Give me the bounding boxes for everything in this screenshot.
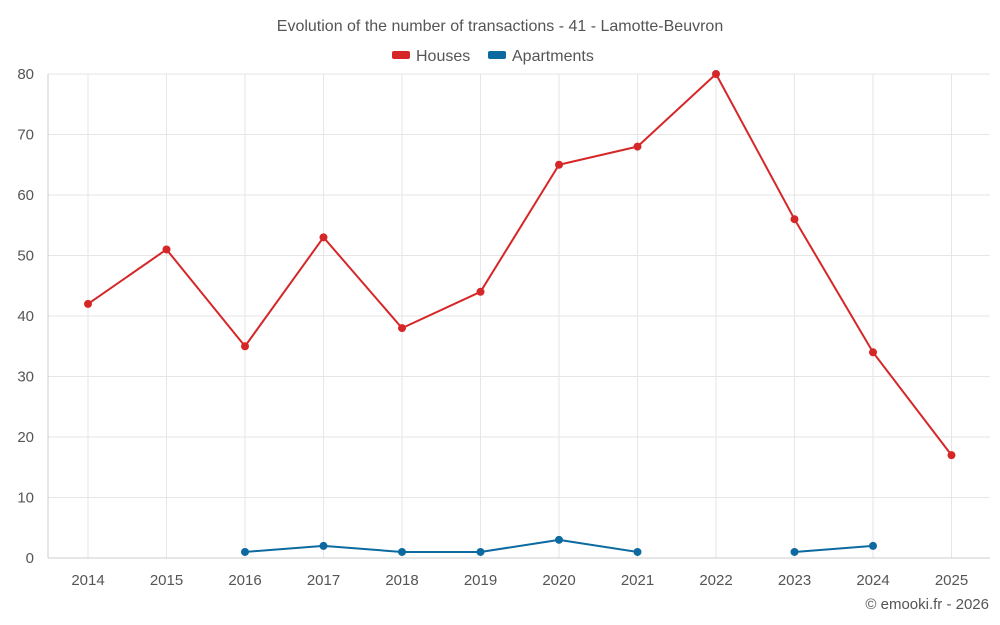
legend-item-houses[interactable]: Houses (392, 48, 470, 65)
point-apartments-2021[interactable] (633, 547, 642, 556)
point-houses-2024[interactable] (869, 348, 877, 357)
grid (48, 73, 990, 558)
series (84, 70, 956, 556)
x-tick-label: 2017 (307, 572, 340, 589)
legend-label-houses: Houses (416, 48, 470, 65)
chart-title: Evolution of the number of transactions … (277, 18, 723, 35)
point-apartments-2019[interactable] (476, 547, 485, 556)
x-tick-label: 2023 (778, 572, 811, 589)
credit-text: © emooki.fr - 2026 (865, 596, 989, 613)
point-apartments-2023[interactable] (790, 547, 799, 556)
x-tick-label: 2016 (228, 572, 261, 589)
series-houses (84, 70, 956, 460)
point-houses-2014[interactable] (84, 299, 92, 308)
x-tick-label: 2021 (621, 572, 654, 589)
y-tick-label: 20 (17, 429, 34, 446)
series-line-apartments (794, 544, 874, 553)
x-tick-label: 2024 (856, 572, 889, 589)
point-houses-2022[interactable] (712, 70, 720, 78)
y-tick-label: 80 (17, 66, 34, 83)
point-houses-2020[interactable] (555, 160, 563, 169)
point-houses-2021[interactable] (633, 142, 642, 151)
point-houses-2015[interactable] (162, 245, 171, 254)
series-line-houses (87, 73, 953, 456)
point-apartments-2017[interactable] (319, 541, 328, 550)
y-tick-label: 10 (17, 490, 34, 507)
point-houses-2025[interactable] (947, 451, 956, 460)
x-tick-label: 2019 (464, 572, 497, 589)
legend-item-apartments[interactable]: Apartments (488, 48, 594, 65)
x-tick-label: 2015 (150, 572, 183, 589)
x-tick-label: 2014 (71, 572, 104, 589)
legend-swatch-houses (392, 51, 410, 59)
point-apartments-2024[interactable] (869, 541, 877, 550)
y-tick-label: 40 (17, 308, 34, 325)
x-tick-label: 2020 (542, 572, 575, 589)
legend: Houses Apartments (392, 48, 594, 65)
legend-swatch-apartments (488, 51, 506, 59)
point-houses-2016[interactable] (241, 342, 249, 351)
legend-label-apartments: Apartments (512, 48, 594, 65)
point-houses-2019[interactable] (476, 287, 485, 296)
series-line-apartments (244, 538, 638, 553)
y-tick-label: 60 (17, 187, 34, 204)
point-apartments-2020[interactable] (555, 535, 563, 544)
point-apartments-2016[interactable] (241, 547, 249, 556)
point-apartments-2018[interactable] (398, 547, 406, 556)
x-tick-label: 2025 (935, 572, 968, 589)
axes: 0 10 20 30 40 50 60 70 80 2014 2015 2016 2017 2018 201… (17, 66, 990, 589)
x-tick-label: 2022 (699, 572, 732, 589)
y-tick-label: 30 (17, 369, 34, 386)
point-houses-2018[interactable] (398, 324, 406, 333)
y-tick-label: 50 (17, 248, 34, 265)
y-tick-label: 70 (17, 127, 34, 144)
series-apartments (241, 535, 877, 556)
point-houses-2017[interactable] (319, 233, 328, 242)
y-tick-label: 0 (26, 550, 34, 567)
x-tick-label: 2018 (385, 572, 418, 589)
point-houses-2023[interactable] (790, 215, 799, 224)
